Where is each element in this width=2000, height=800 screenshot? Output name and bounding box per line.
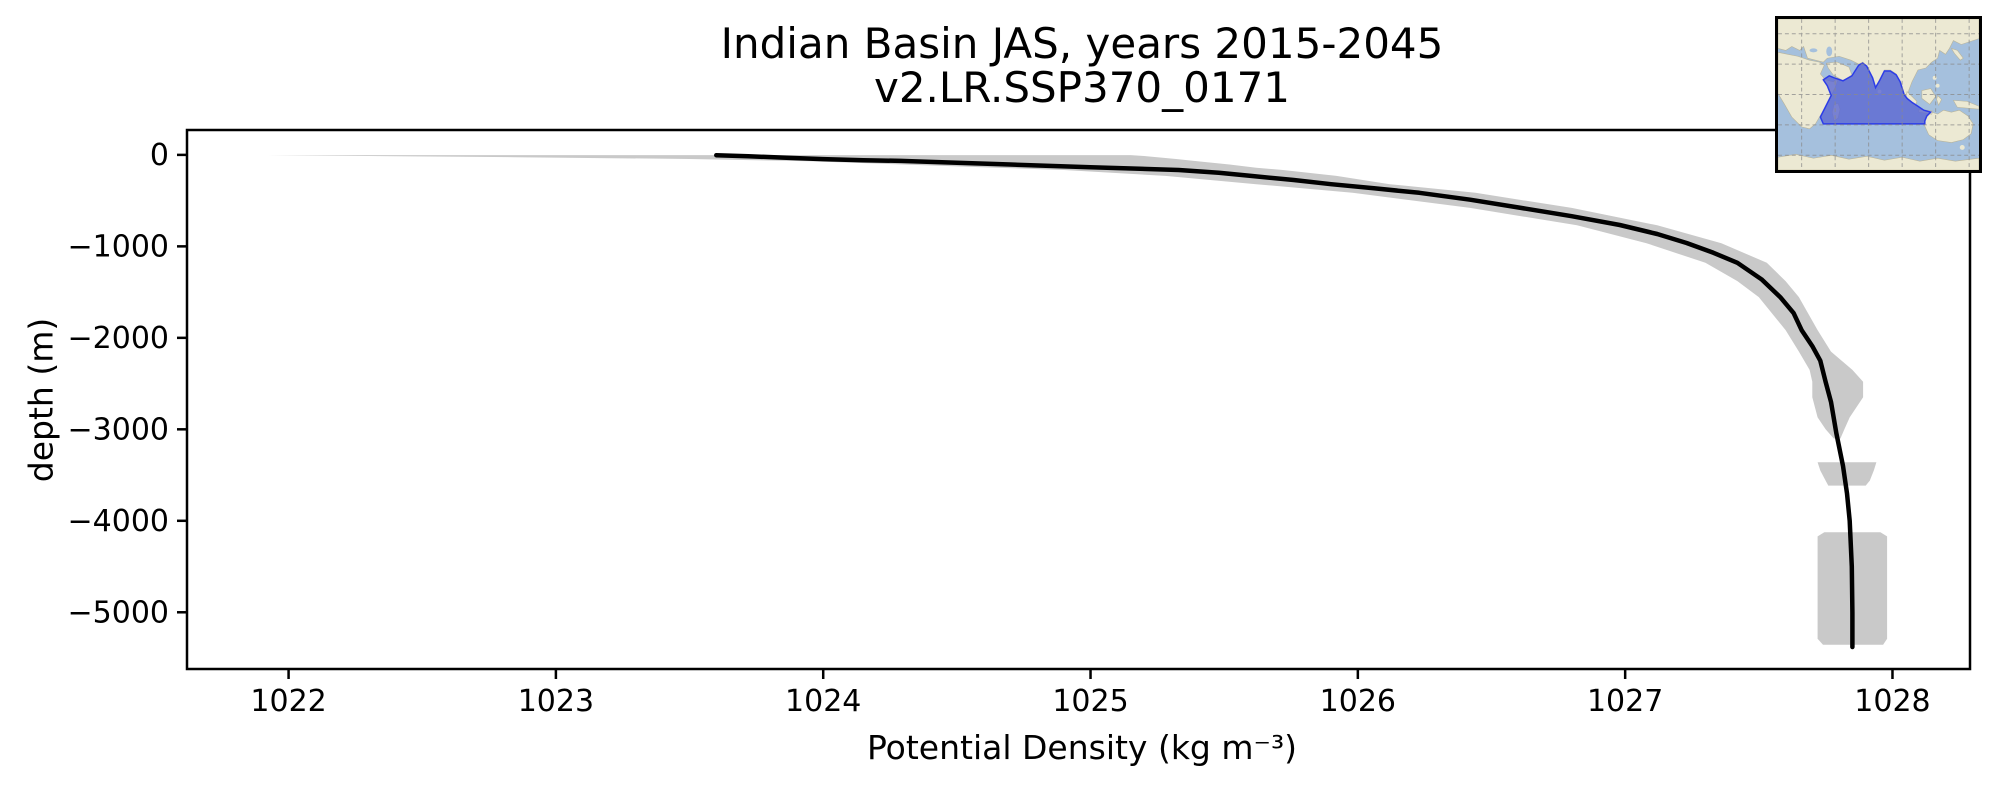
chart-subtitle: v2.LR.SSP370_0171 xyxy=(873,63,1291,112)
x-axis-label: Potential Density (kg m⁻³) xyxy=(866,728,1298,767)
y-tick-label: −2000 xyxy=(68,321,169,356)
x-tick-label: 1023 xyxy=(518,684,594,719)
map-land-tasmania xyxy=(1959,144,1965,150)
map-land-japan xyxy=(1950,47,1964,61)
inset-map-canvas xyxy=(1778,19,1979,170)
y-tick-label: 0 xyxy=(150,138,169,173)
map-land-philippines xyxy=(1935,83,1940,88)
map-land-new-guinea xyxy=(1952,100,1979,110)
x-tick-label: 1022 xyxy=(250,684,326,719)
chart-title: Indian Basin JAS, years 2015-2045 xyxy=(720,19,1444,68)
y-tick-label: −5000 xyxy=(68,595,169,630)
x-tick-label: 1027 xyxy=(1587,684,1663,719)
uncertainty-band xyxy=(1817,462,1877,486)
map-black-sea xyxy=(1809,48,1818,53)
map-land-eurasia xyxy=(1778,19,1979,99)
y-tick-label: −3000 xyxy=(68,412,169,447)
uncertainty-band xyxy=(267,155,1864,439)
x-tick-label: 1024 xyxy=(785,684,861,719)
map-land-borneo xyxy=(1921,88,1937,105)
x-tick-label: 1026 xyxy=(1320,684,1396,719)
map-gridlines xyxy=(1778,19,1979,170)
y-axis-label: depth (m) xyxy=(21,317,61,483)
y-tick-label: −1000 xyxy=(68,229,169,264)
tick-group: 1022 1023 1024 1025 1026 1027 1028 0 −1000 −2000 −… xyxy=(68,138,1931,719)
x-tick-label: 1028 xyxy=(1854,684,1930,719)
map-land-sulawesi xyxy=(1936,94,1942,107)
map-caspian-sea xyxy=(1826,46,1833,57)
axes-spines xyxy=(185,128,1972,671)
inset-map xyxy=(1775,16,1982,173)
axes-group xyxy=(185,128,1972,671)
profile-line-group xyxy=(714,152,1855,650)
mean-profile-line xyxy=(714,152,1855,650)
x-tick-label: 1025 xyxy=(1052,684,1128,719)
y-tick-label: −4000 xyxy=(68,504,169,539)
map-land-group xyxy=(1778,19,1979,170)
